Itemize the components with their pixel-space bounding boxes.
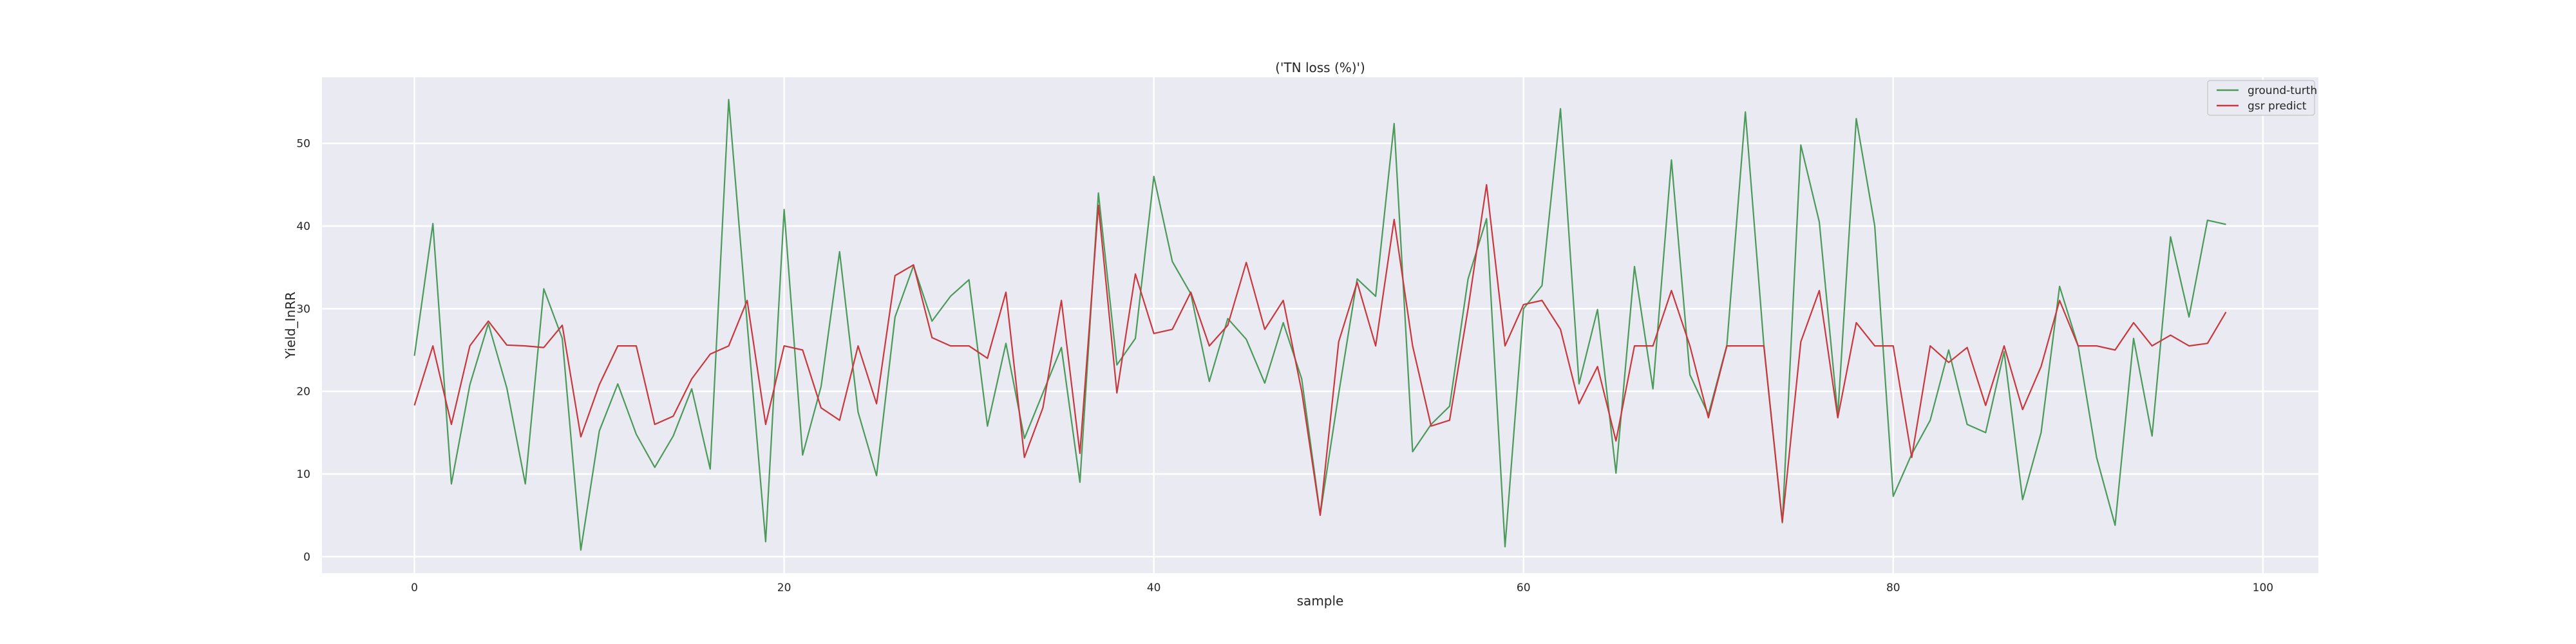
x-tick-label: 100 <box>2253 582 2273 594</box>
y-tick-labels: 0 10 20 30 40 50 <box>296 138 310 564</box>
y-gridlines <box>322 142 2318 558</box>
x-tick-label: 60 <box>1517 582 1531 594</box>
y-axis-label: Yield_InRR <box>283 292 298 359</box>
x-axis-label: sample <box>1297 593 1344 609</box>
y-tick-label: 10 <box>296 468 310 481</box>
legend: ground-turth gsr predict <box>2207 80 2317 116</box>
legend-label-ground-turth: ground-turth <box>2248 84 2317 97</box>
legend-frame <box>2207 80 2315 116</box>
x-tick-label: 80 <box>1886 582 1900 594</box>
x-tick-label: 40 <box>1147 582 1161 594</box>
x-gridlines <box>413 77 2264 573</box>
y-tick-label: 40 <box>296 220 310 233</box>
plot-area <box>322 77 2318 573</box>
y-tick-label: 50 <box>296 138 310 151</box>
y-tick-label: 0 <box>303 551 310 564</box>
x-tick-label: 20 <box>777 582 791 594</box>
x-tick-label: 0 <box>411 582 418 594</box>
y-tick-label: 20 <box>296 386 310 399</box>
y-tick-label: 30 <box>296 303 310 316</box>
chart-title: ('TN loss (%)') <box>1275 60 1365 75</box>
series-line-gsr-predict <box>413 184 2227 523</box>
legend-label-gsr-predict: gsr predict <box>2248 100 2307 113</box>
x-tick-labels: 0 20 40 60 80 100 <box>411 582 2273 594</box>
series-layer <box>413 99 2227 551</box>
